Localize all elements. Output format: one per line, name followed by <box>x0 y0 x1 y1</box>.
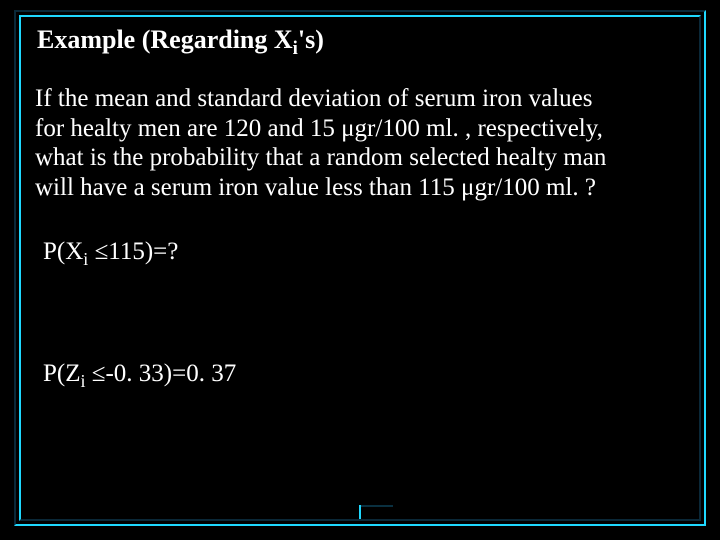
body-line-4: will have a serum iron value less than 1… <box>35 174 596 201</box>
formula2-suffix: ≤-0. 33)=0. 37 <box>86 360 237 387</box>
slide-inner-frame: Example (Regarding Xi's) If the mean and… <box>19 15 701 521</box>
slide-outer-frame: Example (Regarding Xi's) If the mean and… <box>14 10 706 526</box>
formula1-suffix: ≤115)=? <box>88 238 178 265</box>
title-prefix: Example (Regarding X <box>37 25 293 54</box>
frame-bottom-tick-icon <box>359 505 361 519</box>
body-line-3: what is the probability that a random se… <box>35 144 606 171</box>
body-line-1: If the mean and standard deviation of se… <box>35 85 592 112</box>
formula1-prefix: P(X <box>43 238 83 265</box>
slide-content: Example (Regarding Xi's) If the mean and… <box>35 25 685 511</box>
body-line-2: for healty men are 120 and 15 μgr/100 ml… <box>35 115 603 142</box>
formula2-prefix: P(Z <box>43 360 81 387</box>
problem-statement: If the mean and standard deviation of se… <box>35 84 685 202</box>
probability-answer: P(Zi ≤-0. 33)=0. 37 <box>43 360 685 392</box>
slide-title: Example (Regarding Xi's) <box>35 25 685 60</box>
probability-question: P(Xi ≤115)=? <box>43 238 685 270</box>
title-suffix: 's) <box>298 25 324 54</box>
